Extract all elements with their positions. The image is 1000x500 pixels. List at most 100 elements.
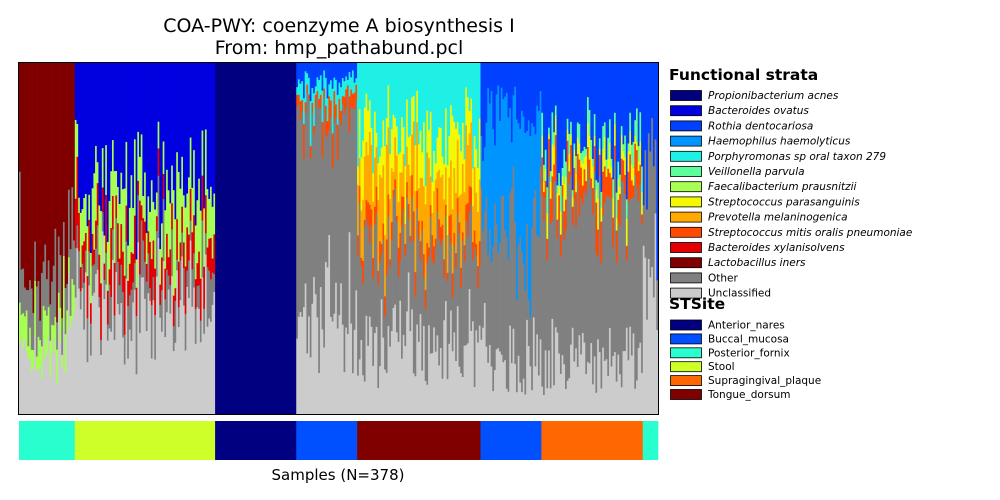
bar-segment xyxy=(46,279,49,317)
bar-segment xyxy=(142,240,145,278)
bar-segment xyxy=(578,63,581,125)
bar-segment xyxy=(595,63,598,181)
bar-segment xyxy=(593,356,596,414)
bar-segment xyxy=(556,193,559,220)
bar-segment xyxy=(362,283,365,376)
bar-segment xyxy=(610,158,613,168)
bar-segment xyxy=(125,241,128,280)
bar-segment xyxy=(345,76,348,90)
bar-segment xyxy=(608,327,612,414)
bar-segment xyxy=(637,348,640,414)
bar-segment xyxy=(455,361,458,414)
bar-segment xyxy=(404,346,407,414)
bar-segment xyxy=(620,387,623,414)
bar-segment xyxy=(226,63,229,414)
bar-segment xyxy=(363,219,366,228)
bar-segment xyxy=(88,219,91,252)
bar-segment xyxy=(563,364,566,414)
bar-segment xyxy=(514,363,517,414)
bar-segment xyxy=(40,273,44,347)
bar-segment xyxy=(546,213,549,240)
bar-segment xyxy=(472,63,475,169)
bar-segment xyxy=(78,63,81,199)
bar-segment xyxy=(22,347,25,414)
bar-segment xyxy=(436,335,439,414)
bar-segment xyxy=(281,63,284,414)
bar-segment xyxy=(595,202,598,254)
bar-segment xyxy=(583,157,586,170)
bar-segment xyxy=(380,299,383,414)
bar-segment xyxy=(553,63,556,133)
bar-segment xyxy=(44,310,47,360)
bar-segment xyxy=(204,63,207,130)
bar-segment xyxy=(641,166,644,193)
bar-segment xyxy=(624,174,627,195)
bar-segment xyxy=(57,236,60,294)
bar-segment xyxy=(193,63,196,151)
bar-segment xyxy=(348,132,351,233)
bar-segment xyxy=(360,339,363,414)
bar-segment xyxy=(176,259,179,271)
bar-segment xyxy=(475,243,478,256)
bar-segment xyxy=(495,94,498,225)
bar-segment xyxy=(404,63,407,167)
bar-segment xyxy=(106,340,109,414)
bar-segment xyxy=(573,143,576,151)
bar-segment xyxy=(497,63,500,86)
bar-segment xyxy=(377,270,380,286)
bar-segment xyxy=(382,120,385,166)
bar-segment xyxy=(627,151,630,173)
bar-segment xyxy=(316,91,319,99)
bar-segment xyxy=(392,196,395,309)
bar-segment xyxy=(335,63,338,81)
bar-segment xyxy=(431,182,434,214)
bar-segment xyxy=(532,126,535,199)
bar-segment xyxy=(20,63,23,270)
bar-segment xyxy=(340,110,343,126)
bar-segment xyxy=(544,197,547,351)
bar-segment xyxy=(406,197,409,312)
bar-segment xyxy=(522,116,525,264)
bar-segment xyxy=(494,63,497,146)
bar-segment xyxy=(25,310,28,352)
bar-segment xyxy=(44,358,47,414)
bar-segment xyxy=(120,224,123,266)
bar-segment xyxy=(585,63,588,150)
legend-label: Supragingival_plaque xyxy=(708,375,821,387)
bar-segment xyxy=(433,63,436,152)
bar-segment xyxy=(365,200,368,220)
bar-segment xyxy=(556,63,559,186)
bar-segment xyxy=(130,289,133,342)
bar-segment xyxy=(561,168,564,177)
bar-segment xyxy=(461,240,464,378)
bar-segment xyxy=(29,357,32,414)
bar-segment xyxy=(617,221,620,356)
bar-segment xyxy=(30,349,33,373)
bar-segment xyxy=(147,253,150,294)
bar-segment xyxy=(431,213,434,236)
bar-segment xyxy=(390,222,393,242)
bar-segment xyxy=(232,63,235,414)
bar-segment xyxy=(627,63,630,144)
bar-segment xyxy=(110,228,113,298)
bar-segment xyxy=(563,184,566,212)
bar-segment xyxy=(139,274,142,334)
bar-segment xyxy=(321,157,324,330)
bar-segment xyxy=(593,135,596,147)
bar-segment xyxy=(30,372,33,414)
bar-segment xyxy=(69,315,72,328)
bar-segment xyxy=(529,317,532,367)
bar-segment xyxy=(605,176,608,197)
bar-segment xyxy=(443,259,446,278)
bar-segment xyxy=(106,241,109,292)
bar-segment xyxy=(46,63,49,280)
bar-segment xyxy=(558,63,561,174)
bar-segment xyxy=(551,112,554,145)
bar-segment xyxy=(414,272,417,297)
bar-segment xyxy=(581,333,584,414)
bar-segment xyxy=(297,104,300,318)
bar-segment xyxy=(630,198,633,356)
bar-segment xyxy=(597,339,600,414)
bar-segment xyxy=(395,126,399,157)
bar-segment xyxy=(333,313,336,414)
